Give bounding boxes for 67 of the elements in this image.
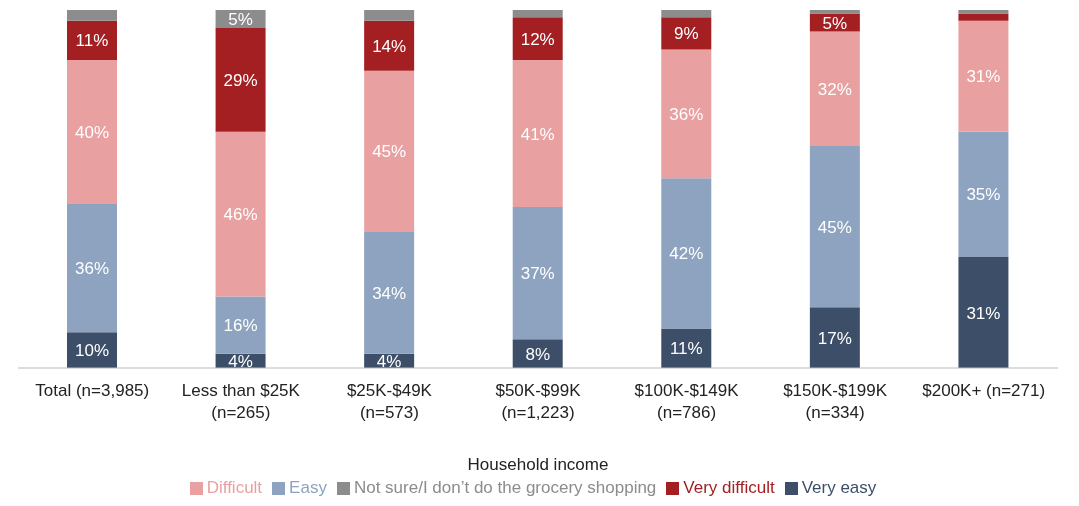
data-label: 36% bbox=[74, 258, 110, 278]
x-tick-label: Less than $25K (n=265) bbox=[181, 381, 301, 422]
x-tick-label: $50K-$99K (n=1,223) bbox=[495, 381, 582, 422]
bar bbox=[958, 257, 1009, 368]
bar bbox=[67, 203, 117, 333]
legend-label: Very easy bbox=[801, 478, 877, 497]
bar bbox=[364, 20, 415, 71]
data-label: 4% bbox=[228, 351, 253, 371]
bar bbox=[958, 13, 1009, 21]
x-tick-label: Total (n=3,985) bbox=[35, 381, 150, 400]
data-label: 40% bbox=[74, 122, 110, 142]
data-label: 8% bbox=[525, 344, 550, 364]
data-label: 36% bbox=[669, 104, 704, 124]
data-label: 45% bbox=[817, 217, 852, 237]
x-tick-label: $150K-$199K (n=334) bbox=[783, 381, 888, 422]
data-label: 29% bbox=[223, 70, 258, 90]
bar bbox=[67, 60, 117, 204]
data-label: 42% bbox=[669, 244, 704, 264]
bar bbox=[215, 27, 266, 132]
bar bbox=[512, 17, 563, 61]
bar bbox=[809, 307, 860, 368]
x-tick-label: $100K-$149K (n=786) bbox=[634, 381, 740, 422]
bar bbox=[512, 10, 563, 18]
data-label: 37% bbox=[520, 264, 555, 284]
data-label: 4% bbox=[376, 351, 402, 371]
data-label: 16% bbox=[223, 316, 258, 336]
data-label: 31% bbox=[966, 67, 1001, 87]
bar bbox=[67, 10, 117, 21]
bar bbox=[364, 231, 415, 354]
bar bbox=[809, 146, 860, 308]
bar bbox=[512, 60, 563, 207]
bar bbox=[661, 49, 712, 179]
data-label: 41% bbox=[520, 124, 555, 144]
data-label: 46% bbox=[223, 205, 258, 225]
legend-label: Very difficult bbox=[683, 478, 775, 497]
bar bbox=[364, 70, 415, 232]
data-label: 10% bbox=[74, 341, 110, 361]
bar bbox=[661, 10, 712, 18]
data-label: 5% bbox=[228, 9, 253, 29]
bar bbox=[958, 20, 1009, 132]
bar bbox=[661, 178, 712, 329]
data-label: 17% bbox=[817, 328, 852, 348]
bar bbox=[215, 296, 266, 354]
bar bbox=[512, 206, 563, 340]
data-label: 32% bbox=[817, 79, 852, 99]
bar bbox=[958, 131, 1009, 258]
data-label: 11% bbox=[669, 339, 703, 359]
data-label: 35% bbox=[966, 185, 1001, 205]
legend-label: Difficult bbox=[206, 478, 263, 497]
legend-label: Not sure/I don’t do the grocery shopping bbox=[353, 478, 657, 497]
bar bbox=[215, 131, 266, 297]
data-label: 34% bbox=[372, 283, 407, 303]
bar bbox=[809, 31, 860, 147]
x-tick-label: $200K+ (n=271) bbox=[922, 381, 1046, 400]
legend-label: Easy bbox=[289, 478, 327, 497]
data-label: 14% bbox=[372, 36, 407, 56]
data-label: 11% bbox=[75, 31, 109, 51]
x-axis-title: Household income bbox=[467, 455, 609, 474]
bar bbox=[364, 10, 415, 21]
bar bbox=[809, 10, 860, 14]
bar bbox=[958, 10, 1009, 14]
data-label: 5% bbox=[822, 13, 848, 33]
data-label: 9% bbox=[674, 24, 699, 44]
data-label: 12% bbox=[520, 29, 555, 49]
data-label: 31% bbox=[966, 303, 1001, 323]
data-label: 45% bbox=[372, 142, 407, 162]
x-tick-label: $25K-$49K (n=573) bbox=[346, 381, 433, 422]
